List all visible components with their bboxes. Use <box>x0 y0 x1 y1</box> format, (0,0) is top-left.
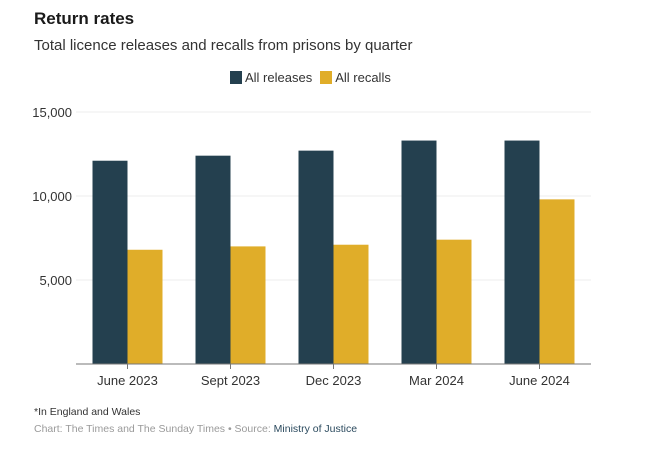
legend-swatch-releases <box>230 71 242 84</box>
legend-label-recalls: All recalls <box>335 70 391 85</box>
chart-title: Return rates <box>34 9 135 28</box>
bar-recalls <box>539 199 575 364</box>
credit-text: Chart: The Times and The Sunday Times • … <box>34 423 274 435</box>
legend-label-releases: All releases <box>245 70 313 85</box>
bar-recalls <box>127 249 163 364</box>
x-tick-label: Mar 2024 <box>409 373 464 388</box>
y-tick-label: 5,000 <box>39 273 72 288</box>
x-tick-label: Sept 2023 <box>201 373 260 388</box>
bar-releases <box>504 140 540 364</box>
x-tick-label: June 2024 <box>509 373 570 388</box>
x-axis: June 2023 Sept 2023 Dec 2023 Mar 2024 June 2… <box>76 363 591 388</box>
bar-releases <box>401 140 437 364</box>
x-tick-label: June 2023 <box>97 373 158 388</box>
bars <box>92 140 575 364</box>
y-axis-ticks: 5,000 10,000 15,000 <box>32 105 72 288</box>
legend-swatch-recalls <box>320 71 333 84</box>
footnote: *In England and Wales <box>34 406 141 418</box>
y-tick-label: 15,000 <box>32 105 72 120</box>
legend: All releases All recalls <box>230 70 399 85</box>
chart-subtitle: Total licence releases and recalls from … <box>34 37 413 54</box>
bar-releases <box>195 155 231 364</box>
bar-releases <box>92 160 128 364</box>
bar-recalls <box>333 244 369 364</box>
y-tick-label: 10,000 <box>32 189 72 204</box>
legend-item-releases: All releases <box>230 70 312 85</box>
x-tick-label: Dec 2023 <box>306 373 362 388</box>
bar-releases <box>298 150 334 364</box>
legend-item-recalls: All recalls <box>320 70 391 85</box>
source-link[interactable]: Ministry of Justice <box>273 423 358 435</box>
bar-recalls <box>230 246 266 364</box>
bar-recalls <box>436 239 472 364</box>
credit-line: Chart: The Times and The Sunday Times • … <box>34 423 357 435</box>
